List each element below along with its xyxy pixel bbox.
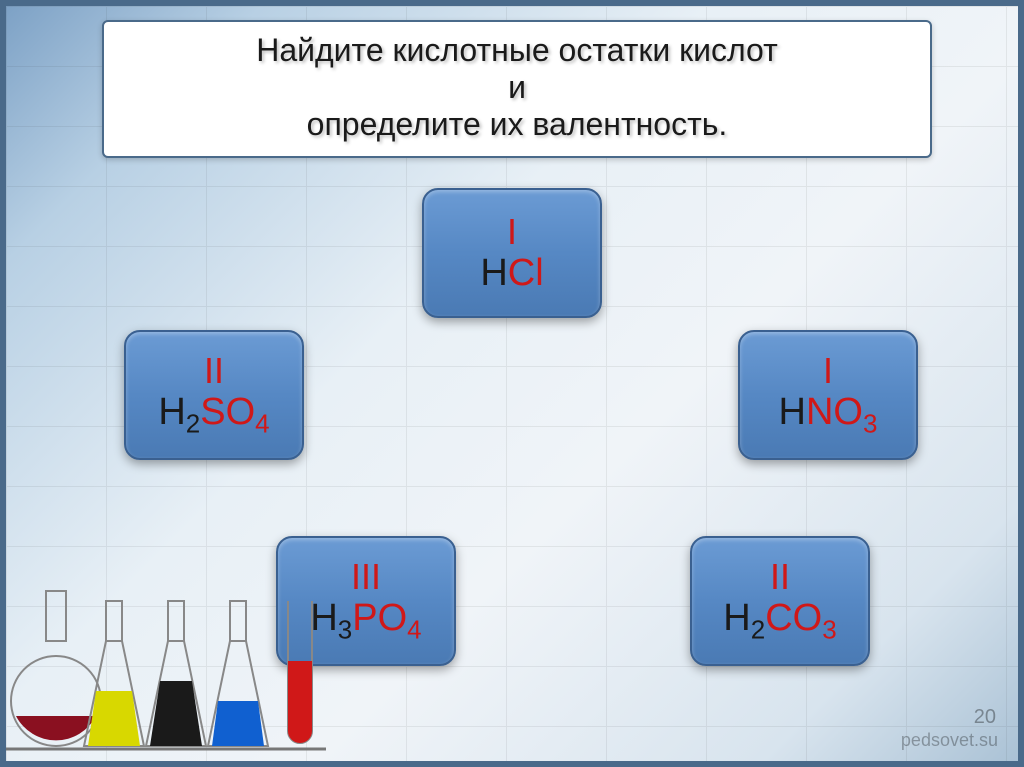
valence-label: II	[770, 559, 790, 595]
formula-label: H2SO4	[158, 393, 269, 437]
formula-tile-hno3: I HNO3	[738, 330, 918, 460]
page-number: 20	[974, 706, 996, 729]
formula-label: H2CO3	[723, 599, 836, 643]
title-line-3: определите их валентность.	[124, 106, 910, 143]
watermark: pedsovet.su	[901, 730, 998, 751]
title-line-2: и	[124, 69, 910, 106]
flasks-illustration	[6, 571, 326, 761]
formula-label: H3PO4	[310, 599, 421, 643]
formula-tile-hcl: I HCl	[422, 188, 602, 318]
formula-tile-h2co3: II H2CO3	[690, 536, 870, 666]
valence-label: I	[823, 353, 833, 389]
valence-label: II	[204, 353, 224, 389]
valence-label: III	[351, 559, 381, 595]
title-box: Найдите кислотные остатки кислот и опред…	[102, 20, 932, 158]
title-line-1: Найдите кислотные остатки кислот	[124, 32, 910, 69]
formula-label: HNO3	[779, 393, 878, 437]
formula-tile-h2so4: II H2SO4	[124, 330, 304, 460]
valence-label: I	[507, 214, 517, 250]
formula-label: HCl	[480, 254, 543, 292]
